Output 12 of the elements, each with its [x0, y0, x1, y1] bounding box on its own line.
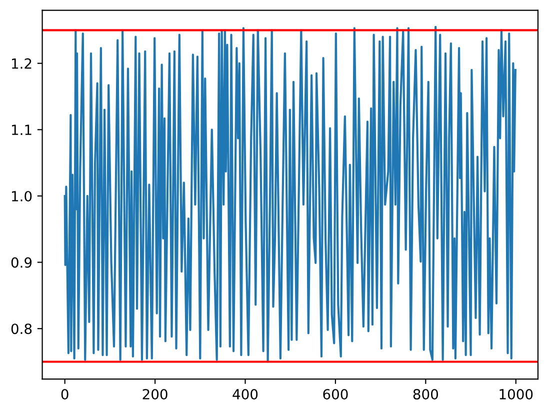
y-tick-label: 0.8: [11, 324, 32, 334]
y-tick-label: 1.2: [12, 58, 32, 69]
x-tick-label: 400: [232, 388, 258, 400]
x-tick-label: 1000: [500, 388, 533, 400]
x-tick-label: 600: [323, 388, 348, 400]
x-tick-label: 0: [61, 388, 68, 400]
line-series: [64, 26, 516, 363]
y-tick-label: 1.1: [12, 124, 32, 135]
y-tick-label: 0.9: [11, 257, 32, 268]
y-tick-label: 1.0: [12, 190, 32, 202]
x-tick-label: 800: [413, 388, 438, 400]
x-tick-label: 200: [142, 388, 168, 400]
